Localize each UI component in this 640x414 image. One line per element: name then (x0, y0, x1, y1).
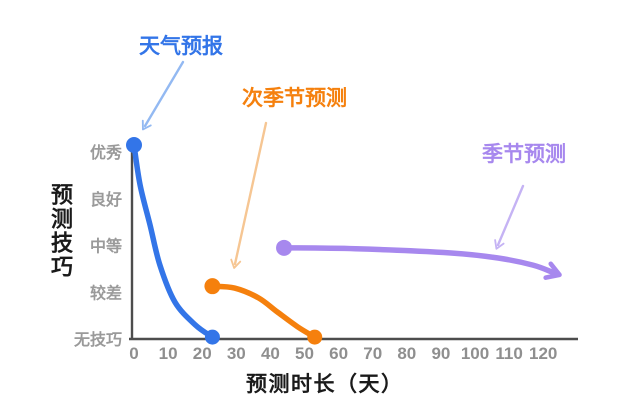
y-tick-label-4: 优秀 (90, 143, 122, 162)
x-tick-label-100: 100 (461, 344, 489, 363)
series-0-start-dot (126, 136, 142, 153)
x-tick-label-60: 60 (329, 344, 348, 363)
x-tick-label-40: 40 (261, 344, 280, 363)
annotation-arrow-1 (230, 121, 268, 269)
series-curve-1 (209, 283, 318, 340)
y-tick-label-3: 良好 (90, 190, 122, 209)
series-label-seasonal-prediction: 季节预测 (482, 143, 566, 166)
series-1-start-dot (204, 278, 221, 295)
x-tick-label-120: 120 (529, 344, 557, 363)
series-label-weather-forecast: 天气预报 (139, 35, 223, 58)
annotation-arrow-0 (141, 60, 185, 131)
x-tick-label-20: 20 (193, 344, 212, 363)
annotation-arrow-2 (494, 184, 525, 250)
x-tick-label-80: 80 (397, 344, 416, 363)
series-0-end-dot (204, 329, 220, 345)
x-tick-label-0: 0 (129, 344, 138, 363)
y-tick-label-2: 中等 (90, 237, 122, 256)
series-curve-0 (131, 142, 216, 340)
x-tick-label-50: 50 (295, 344, 314, 363)
x-tick-label-30: 30 (227, 344, 246, 363)
series-curve-2 (281, 245, 562, 280)
y-axis-title: 预测技巧 (48, 183, 73, 279)
x-tick-label-90: 90 (431, 344, 450, 363)
series-2-start-dot (276, 239, 293, 256)
x-axis-title: 预测时长（天） (246, 373, 404, 396)
y-tick-label-0: 无技巧 (73, 330, 122, 349)
y-tick-label-1: 较差 (90, 283, 122, 302)
x-tick-label-110: 110 (495, 344, 522, 363)
x-tick-label-70: 70 (363, 344, 382, 363)
x-tick-label-10: 10 (159, 344, 178, 363)
series-label-subseasonal-prediction: 次季节预测 (242, 87, 347, 110)
series-1-end-dot (307, 329, 323, 345)
